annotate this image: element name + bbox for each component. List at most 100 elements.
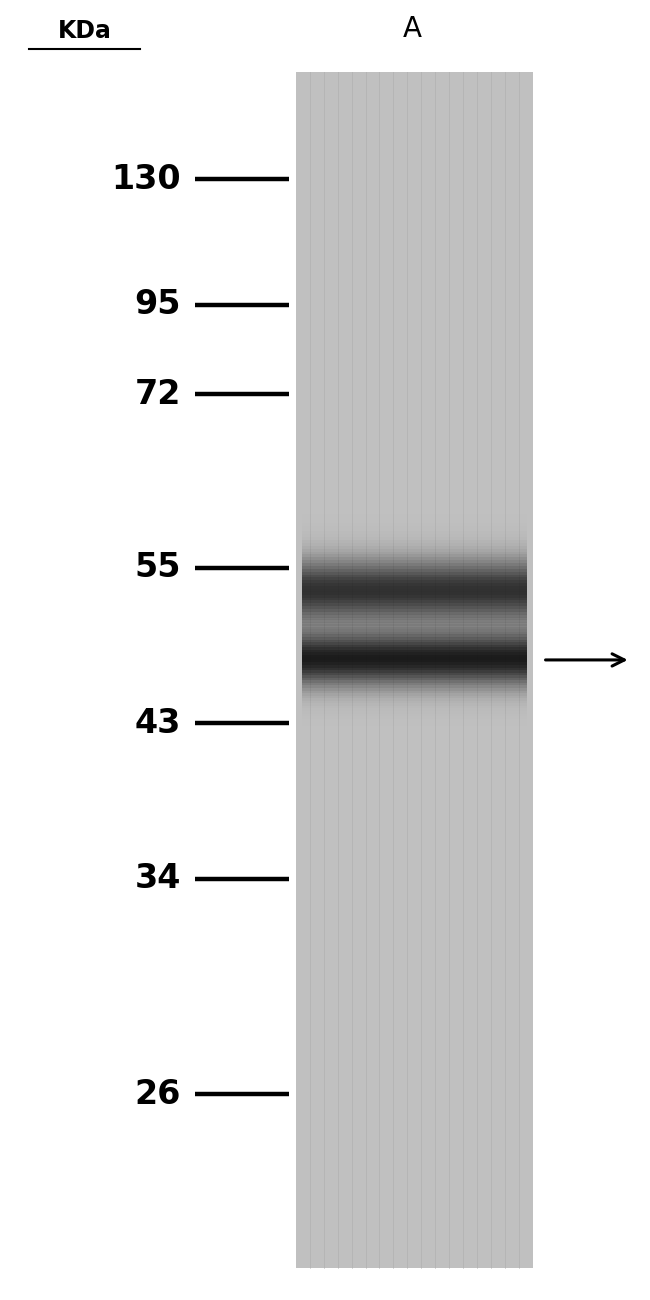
Bar [302,508,526,511]
Bar [302,688,526,690]
Bar [302,675,526,677]
Bar [302,608,526,612]
Bar [302,572,526,575]
Bar [302,724,526,727]
Bar [302,701,526,703]
Bar [302,685,526,688]
Bar [302,645,526,647]
Bar [302,637,526,640]
Bar [302,623,526,627]
Bar [302,650,526,653]
Bar [302,668,526,670]
Bar [302,592,526,594]
Text: 26: 26 [135,1078,181,1110]
Bar [302,618,526,620]
Bar [302,714,526,716]
Bar [302,706,526,709]
Bar [302,563,526,566]
Bar [302,680,526,682]
Bar [302,608,526,611]
Text: 34: 34 [135,862,181,896]
Bar [302,729,526,732]
Text: 43: 43 [135,707,181,740]
Bar [302,601,526,603]
Bar [302,594,526,597]
Bar [302,655,526,658]
Bar [302,703,526,706]
Bar [302,658,526,660]
Bar [302,569,526,572]
Bar [302,554,526,558]
Bar [302,558,526,560]
Bar [302,670,526,672]
Bar [302,621,526,624]
Bar [302,515,526,517]
Bar [302,603,526,606]
Bar [302,653,526,655]
Bar [302,616,526,619]
Text: KDa: KDa [58,20,111,43]
Bar [302,655,526,658]
Bar [296,72,533,1268]
Bar [302,627,526,629]
Bar [302,589,526,592]
Text: A: A [403,14,422,43]
Text: 95: 95 [134,289,181,321]
Bar [302,629,526,632]
Bar [302,612,526,615]
Bar [302,690,526,693]
Bar [302,646,526,649]
Bar [302,506,526,508]
Bar [302,663,526,667]
Bar [302,601,526,603]
Bar [302,511,526,515]
Bar [302,722,526,724]
Bar [302,663,526,666]
Bar [302,598,526,601]
Bar [302,532,526,534]
Bar [302,696,526,698]
Bar [302,660,526,663]
Bar [302,632,526,634]
Bar [302,634,526,637]
Bar [302,658,526,660]
Bar [302,647,526,650]
Bar [302,546,526,549]
Bar [302,682,526,685]
Bar [302,642,526,645]
Bar [302,653,526,655]
Text: 55: 55 [134,551,181,584]
Bar [302,644,526,646]
Bar [302,589,526,592]
Bar [302,520,526,523]
Bar [302,594,526,598]
Bar [302,734,526,737]
Bar [302,638,526,641]
Bar [302,543,526,546]
Bar [302,606,526,608]
Bar [302,641,526,644]
Bar [302,672,526,675]
Bar [302,615,526,618]
Bar [302,577,526,580]
Bar [302,675,526,677]
Bar [302,727,526,729]
Bar [302,614,526,616]
Bar [302,592,526,594]
Bar [302,575,526,577]
Bar [302,719,526,722]
Bar [302,711,526,714]
Bar [302,517,526,520]
Bar [302,584,526,586]
Bar [302,597,526,599]
Bar [302,534,526,537]
Bar [302,666,526,668]
Bar [302,732,526,734]
Bar [302,540,526,543]
Bar [302,566,526,569]
Bar [302,634,526,638]
Bar [302,523,526,525]
Bar [302,551,526,554]
Bar [302,620,526,623]
Bar [302,586,526,589]
